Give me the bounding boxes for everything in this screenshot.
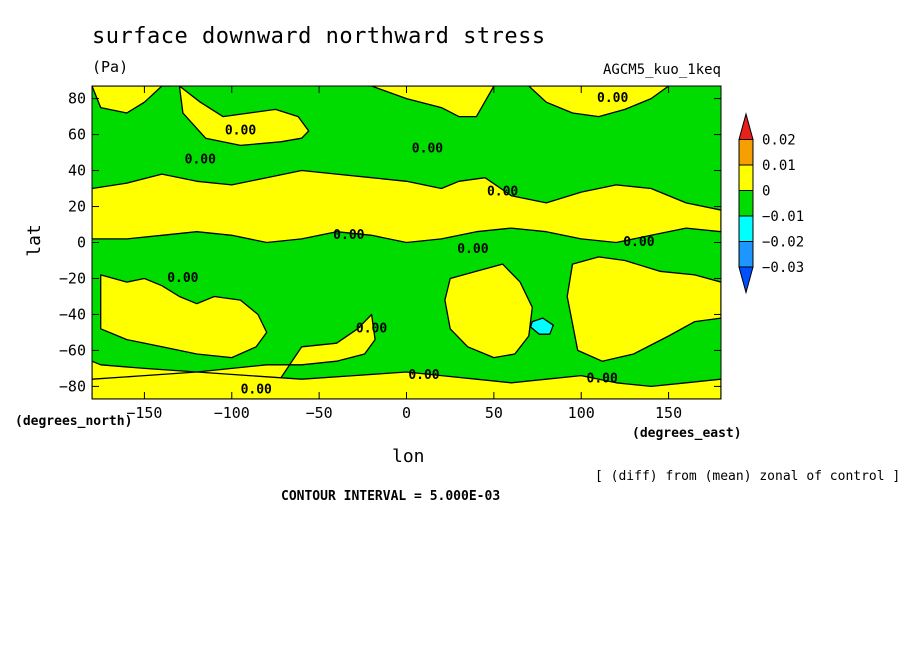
- y-tick-label: −80: [59, 377, 86, 395]
- y-tick-label: 20: [68, 198, 86, 216]
- x-tick-label: −50: [306, 404, 333, 422]
- y-tick-label: −60: [59, 341, 86, 359]
- x-tick-label: −100: [214, 404, 250, 422]
- contour-label: 0.00: [333, 228, 364, 243]
- colorbar-bottom-arrow: [738, 266, 754, 295]
- contour-region-9: [92, 371, 721, 399]
- colorbar-swatch: [738, 164, 754, 191]
- contour-label: 0.00: [225, 123, 256, 138]
- colorbar: 0.02 0.01 0 −0.01 −0.02 −0.03: [738, 112, 804, 295]
- contour-label: 0.00: [408, 368, 439, 383]
- colorbar-label: −0.02: [762, 235, 804, 251]
- plot-area: 0.00 0.00 0.00 0.00 0.00 0.00 0.00 0.00 0.00 0.00…: [92, 86, 721, 399]
- experiment-label: AGCM5_kuo_1keq: [602, 62, 721, 78]
- y-tick-label: −20: [59, 269, 86, 287]
- colorbar-label: 0: [762, 184, 770, 200]
- contour-region-2: [367, 86, 495, 118]
- colorbar-swatch: [738, 241, 754, 268]
- x-axis-unit-label: (degrees_east): [632, 426, 742, 441]
- x-axis: −150 −100 −50 0 50 100 150: [126, 86, 682, 422]
- contour-label: 0.00: [487, 185, 518, 200]
- contour-label: 0.00: [597, 91, 628, 106]
- contour-label: 0.00: [167, 271, 198, 286]
- chart-units: (Pa): [92, 58, 129, 76]
- y-axis: 80 60 40 20 0 −20 −40 −60 −80: [59, 90, 721, 395]
- contour-label: 0.00: [185, 152, 216, 167]
- difference-note: [ (diff) from (mean) zonal of control ]: [595, 469, 901, 484]
- contour-label: 0.00: [412, 141, 443, 156]
- contour-label: 0.00: [356, 321, 387, 336]
- x-axis-label: lon: [392, 446, 425, 467]
- y-tick-label: 80: [68, 90, 86, 108]
- y-tick-label: 0: [77, 234, 86, 252]
- x-tick-label: 100: [568, 404, 595, 422]
- colorbar-label: 0.01: [762, 158, 796, 174]
- colorbar-top-arrow: [738, 112, 754, 140]
- colorbar-swatch: [738, 215, 754, 242]
- contour-region-10: [529, 317, 554, 335]
- colorbar-label: −0.01: [762, 209, 804, 225]
- x-tick-label: 0: [402, 404, 411, 422]
- contour-region-4: [92, 169, 721, 244]
- y-tick-label: 60: [68, 126, 86, 144]
- contour-label: 0.00: [587, 372, 618, 387]
- contour-region-5: [100, 274, 268, 359]
- x-tick-label: 150: [655, 404, 682, 422]
- colorbar-label: 0.02: [762, 133, 796, 149]
- contour-label: 0.00: [457, 242, 488, 257]
- contour-interval-label: CONTOUR INTERVAL = 5.000E-03: [281, 489, 501, 504]
- x-tick-label: −150: [126, 404, 162, 422]
- contour-region-1: [178, 86, 310, 147]
- colorbar-label: −0.03: [762, 260, 804, 276]
- y-tick-label: 40: [68, 162, 86, 180]
- contour-label: 0.00: [241, 383, 272, 398]
- y-tick-label: −40: [59, 305, 86, 323]
- contour-region-0: [92, 86, 172, 114]
- contour-region-3: [528, 86, 670, 118]
- colorbar-swatch: [738, 139, 754, 166]
- contour-region-8: [566, 256, 721, 362]
- contour-region-7: [444, 263, 533, 359]
- x-tick-label: 50: [485, 404, 503, 422]
- chart-title: surface downward northward stress: [92, 24, 546, 49]
- colorbar-swatch: [738, 190, 754, 217]
- contour-label: 0.00: [623, 235, 654, 250]
- y-axis-unit-label: (degrees_north): [15, 414, 133, 429]
